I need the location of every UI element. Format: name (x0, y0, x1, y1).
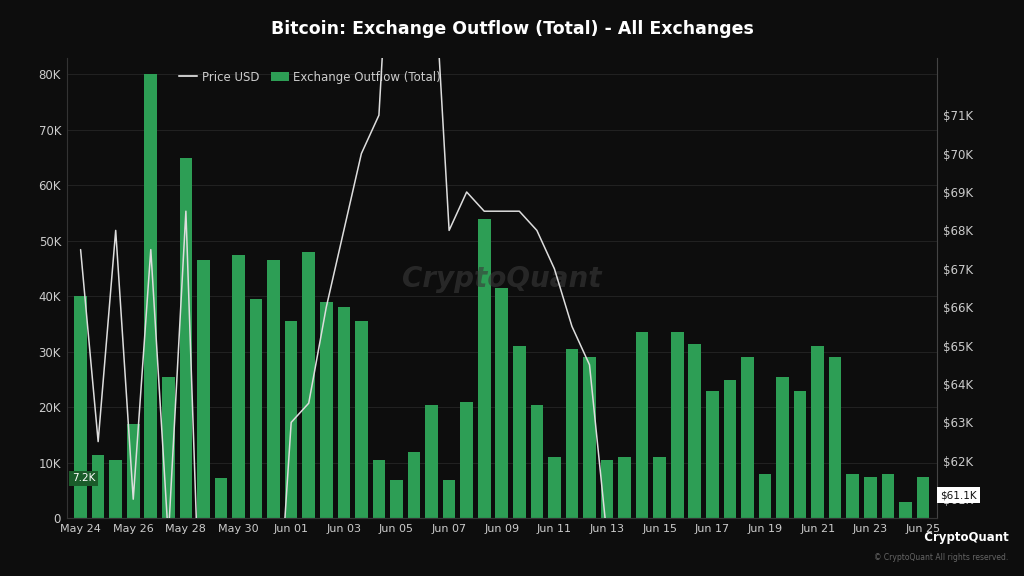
Bar (461, 402, 473, 518)
Bar (688, 343, 701, 518)
Bar (496, 288, 508, 518)
Legend: Price USD, Exchange Outflow (Total): Price USD, Exchange Outflow (Total) (174, 66, 446, 88)
Text: 7.2K: 7.2K (72, 473, 95, 483)
Bar (794, 391, 807, 518)
Bar (565, 349, 579, 518)
Bar (215, 479, 227, 518)
Bar (916, 477, 929, 518)
Bar (179, 157, 193, 518)
Bar (198, 260, 210, 518)
Bar (110, 460, 122, 518)
Bar (408, 452, 420, 518)
Bar (442, 480, 456, 518)
Bar (355, 321, 368, 518)
Bar (601, 460, 613, 518)
Bar (319, 302, 333, 518)
Bar (267, 260, 280, 518)
Bar (373, 460, 385, 518)
Bar (741, 357, 754, 518)
Bar (847, 474, 859, 518)
Bar (92, 454, 104, 518)
Bar (478, 219, 490, 518)
Bar (162, 377, 175, 518)
Bar (144, 74, 157, 518)
Bar (776, 377, 788, 518)
Bar (425, 404, 438, 518)
Bar (671, 332, 684, 518)
Bar (864, 477, 877, 518)
Bar (285, 321, 298, 518)
Bar (390, 480, 402, 518)
Bar (636, 332, 648, 518)
Bar (706, 391, 719, 518)
Text: Bitcoin: Exchange Outflow (Total) - All Exchanges: Bitcoin: Exchange Outflow (Total) - All … (270, 20, 754, 38)
Bar (250, 299, 262, 518)
Text: CryptoQuant: CryptoQuant (402, 265, 601, 293)
Bar (724, 380, 736, 518)
Bar (811, 346, 824, 518)
Bar (899, 502, 911, 518)
Bar (882, 474, 894, 518)
Text: © CryptoQuant All rights reserved.: © CryptoQuant All rights reserved. (874, 552, 1009, 562)
Bar (828, 357, 842, 518)
Bar (513, 346, 525, 518)
Bar (618, 457, 631, 518)
Bar (127, 424, 139, 518)
Text: CryptoQuant: CryptoQuant (915, 531, 1009, 544)
Bar (75, 296, 87, 518)
Bar (530, 404, 543, 518)
Bar (548, 457, 561, 518)
Bar (653, 457, 666, 518)
Bar (302, 252, 315, 518)
Bar (759, 474, 771, 518)
Bar (584, 357, 596, 518)
Bar (338, 308, 350, 518)
Text: $61.1K: $61.1K (940, 490, 977, 501)
Bar (232, 255, 245, 518)
